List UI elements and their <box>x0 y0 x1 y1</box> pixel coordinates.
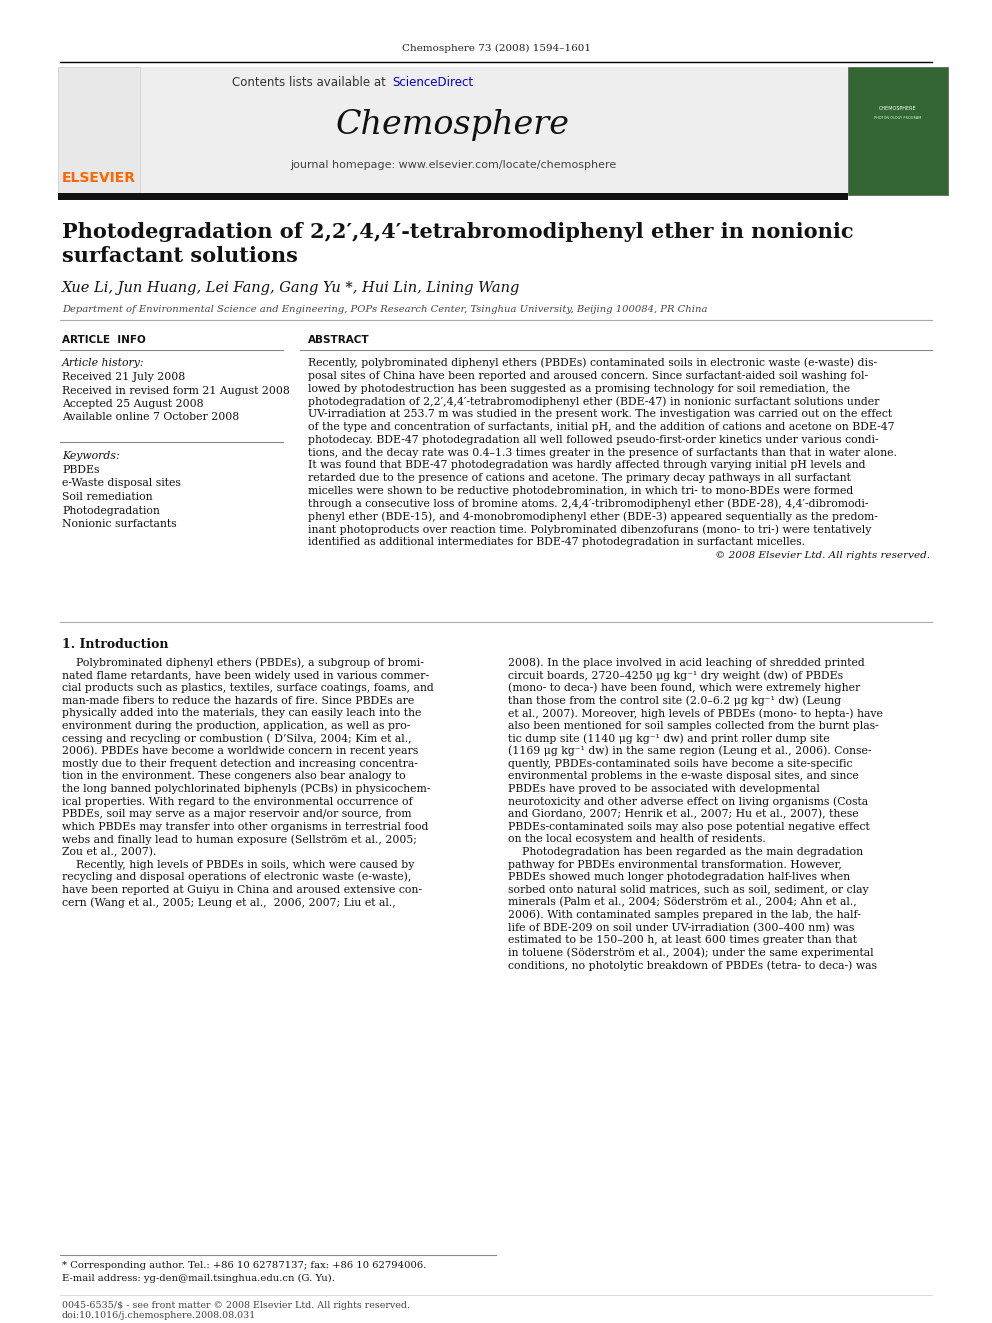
Text: Photodegradation has been regarded as the main degradation: Photodegradation has been regarded as th… <box>508 847 863 857</box>
Text: Soil remediation: Soil remediation <box>62 492 153 501</box>
Text: ABSTRACT: ABSTRACT <box>308 335 370 345</box>
Text: physically added into the materials, they can easily leach into the: physically added into the materials, the… <box>62 708 422 718</box>
Text: tion in the environment. These congeners also bear analogy to: tion in the environment. These congeners… <box>62 771 406 782</box>
Text: ical properties. With regard to the environmental occurrence of: ical properties. With regard to the envi… <box>62 796 413 807</box>
Text: PBDEs, soil may serve as a major reservoir and/or source, from: PBDEs, soil may serve as a major reservo… <box>62 810 412 819</box>
Text: Zou et al., 2007).: Zou et al., 2007). <box>62 847 157 857</box>
Text: e-Waste disposal sites: e-Waste disposal sites <box>62 479 181 488</box>
Text: in toluene (Söderström et al., 2004); under the same experimental: in toluene (Söderström et al., 2004); un… <box>508 947 874 958</box>
Text: (mono- to deca-) have been found, which were extremely higher: (mono- to deca-) have been found, which … <box>508 683 860 693</box>
Text: on the local ecosystem and health of residents.: on the local ecosystem and health of res… <box>508 835 766 844</box>
Text: and Giordano, 2007; Henrik et al., 2007; Hu et al., 2007), these: and Giordano, 2007; Henrik et al., 2007;… <box>508 810 859 819</box>
Text: © 2008 Elsevier Ltd. All rights reserved.: © 2008 Elsevier Ltd. All rights reserved… <box>715 550 930 560</box>
Bar <box>58 67 140 194</box>
Text: Received in revised form 21 August 2008: Received in revised form 21 August 2008 <box>62 385 290 396</box>
Text: Xue Li, Jun Huang, Lei Fang, Gang Yu *, Hui Lin, Lining Wang: Xue Li, Jun Huang, Lei Fang, Gang Yu *, … <box>62 280 521 295</box>
Text: PBDEs: PBDEs <box>62 464 99 475</box>
Text: identified as additional intermediates for BDE-47 photodegradation in surfactant: identified as additional intermediates f… <box>308 537 805 548</box>
Text: lowed by photodestruction has been suggested as a promising technology for soil : lowed by photodestruction has been sugge… <box>308 384 850 394</box>
Text: doi:10.1016/j.chemosphere.2008.08.031: doi:10.1016/j.chemosphere.2008.08.031 <box>62 1311 256 1320</box>
Text: circuit boards, 2720–4250 μg kg⁻¹ dry weight (dw) of PBDEs: circuit boards, 2720–4250 μg kg⁻¹ dry we… <box>508 671 843 681</box>
Text: inant photoproducts over reaction time. Polybrominated dibenzofurans (mono- to t: inant photoproducts over reaction time. … <box>308 524 871 534</box>
Bar <box>58 193 848 200</box>
Text: Available online 7 October 2008: Available online 7 October 2008 <box>62 413 239 422</box>
Text: man-made fibers to reduce the hazards of fire. Since PBDEs are: man-made fibers to reduce the hazards of… <box>62 696 415 705</box>
Bar <box>58 67 848 194</box>
Text: 2006). With contaminated samples prepared in the lab, the half-: 2006). With contaminated samples prepare… <box>508 910 861 921</box>
Text: CHEMOSPHERE: CHEMOSPHERE <box>879 106 917 111</box>
Text: 2008). In the place involved in acid leaching of shredded printed: 2008). In the place involved in acid lea… <box>508 658 865 668</box>
Text: also been mentioned for soil samples collected from the burnt plas-: also been mentioned for soil samples col… <box>508 721 879 732</box>
Text: Recently, polybrominated diphenyl ethers (PBDEs) contaminated soils in electroni: Recently, polybrominated diphenyl ethers… <box>308 357 877 368</box>
Text: et al., 2007). Moreover, high levels of PBDEs (mono- to hepta-) have: et al., 2007). Moreover, high levels of … <box>508 708 883 718</box>
Text: posal sites of China have been reported and aroused concern. Since surfactant-ai: posal sites of China have been reported … <box>308 370 868 381</box>
Text: minerals (Palm et al., 2004; Söderström et al., 2004; Ahn et al.,: minerals (Palm et al., 2004; Söderström … <box>508 897 857 908</box>
Text: 2006). PBDEs have become a worldwide concern in recent years: 2006). PBDEs have become a worldwide con… <box>62 746 419 757</box>
Text: nated flame retardants, have been widely used in various commer-: nated flame retardants, have been widely… <box>62 671 429 680</box>
Text: tions, and the decay rate was 0.4–1.3 times greater in the presence of surfactan: tions, and the decay rate was 0.4–1.3 ti… <box>308 447 897 458</box>
Text: the long banned polychlorinated biphenyls (PCBs) in physicochem-: the long banned polychlorinated biphenyl… <box>62 783 431 794</box>
Text: cessing and recycling or combustion ( D’Silva, 2004; Kim et al.,: cessing and recycling or combustion ( D’… <box>62 733 412 744</box>
Text: Nonionic surfactants: Nonionic surfactants <box>62 519 177 529</box>
Text: sorbed onto natural solid matrices, such as soil, sediment, or clay: sorbed onto natural solid matrices, such… <box>508 885 869 894</box>
Text: Article history:: Article history: <box>62 359 145 368</box>
Text: photodegradation of 2,2′,4,4′-tetrabromodiphenyl ether (BDE-47) in nonionic surf: photodegradation of 2,2′,4,4′-tetrabromo… <box>308 396 879 406</box>
Text: life of BDE-209 on soil under UV-irradiation (300–400 nm) was: life of BDE-209 on soil under UV-irradia… <box>508 922 854 933</box>
Text: which PBDEs may transfer into other organisms in terrestrial food: which PBDEs may transfer into other orga… <box>62 822 429 832</box>
Text: than those from the control site (2.0–6.2 μg kg⁻¹ dw) (Leung: than those from the control site (2.0–6.… <box>508 696 841 706</box>
Text: Chemosphere: Chemosphere <box>336 108 570 142</box>
Text: Photodegradation of 2,2′,4,4′-tetrabromodiphenyl ether in nonionic: Photodegradation of 2,2′,4,4′-tetrabromo… <box>62 222 854 242</box>
Text: quently, PBDEs-contaminated soils have become a site-specific: quently, PBDEs-contaminated soils have b… <box>508 759 852 769</box>
Text: Department of Environmental Science and Engineering, POPs Research Center, Tsing: Department of Environmental Science and … <box>62 306 707 315</box>
Text: * Corresponding author. Tel.: +86 10 62787137; fax: +86 10 62794006.: * Corresponding author. Tel.: +86 10 627… <box>62 1261 427 1270</box>
Text: tic dump site (1140 μg kg⁻¹ dw) and print roller dump site: tic dump site (1140 μg kg⁻¹ dw) and prin… <box>508 733 829 744</box>
Text: 1. Introduction: 1. Introduction <box>62 639 169 651</box>
Text: Photodegradation: Photodegradation <box>62 505 160 516</box>
Text: webs and finally lead to human exposure (Sellström et al., 2005;: webs and finally lead to human exposure … <box>62 833 417 844</box>
Text: PHOTON OLOGY PROGRAM: PHOTON OLOGY PROGRAM <box>874 116 922 120</box>
Text: micelles were shown to be reductive photodebromination, in which tri- to mono-BD: micelles were shown to be reductive phot… <box>308 486 853 496</box>
Text: estimated to be 150–200 h, at least 600 times greater than that: estimated to be 150–200 h, at least 600 … <box>508 935 857 945</box>
Text: photodecay. BDE-47 photodegradation all well followed pseudo-first-order kinetic: photodecay. BDE-47 photodegradation all … <box>308 435 879 445</box>
Text: retarded due to the presence of cations and acetone. The primary decay pathways : retarded due to the presence of cations … <box>308 474 851 483</box>
Bar <box>848 67 948 194</box>
Text: PBDEs-contaminated soils may also pose potential negative effect: PBDEs-contaminated soils may also pose p… <box>508 822 870 832</box>
Text: PBDEs have proved to be associated with developmental: PBDEs have proved to be associated with … <box>508 785 819 794</box>
Text: neurotoxicity and other adverse effect on living organisms (Costa: neurotoxicity and other adverse effect o… <box>508 796 868 807</box>
Text: recycling and disposal operations of electronic waste (e-waste),: recycling and disposal operations of ele… <box>62 872 412 882</box>
Text: have been reported at Guiyu in China and aroused extensive con-: have been reported at Guiyu in China and… <box>62 885 422 894</box>
Text: Contents lists available at: Contents lists available at <box>232 77 390 90</box>
Text: It was found that BDE-47 photodegradation was hardly affected through varying in: It was found that BDE-47 photodegradatio… <box>308 460 865 471</box>
Text: Recently, high levels of PBDEs in soils, which were caused by: Recently, high levels of PBDEs in soils,… <box>62 860 415 869</box>
Text: Accepted 25 August 2008: Accepted 25 August 2008 <box>62 400 203 409</box>
Text: Polybrominated diphenyl ethers (PBDEs), a subgroup of bromi-: Polybrominated diphenyl ethers (PBDEs), … <box>62 658 424 668</box>
Text: pathway for PBDEs environmental transformation. However,: pathway for PBDEs environmental transfor… <box>508 860 842 869</box>
Text: environmental problems in the e-waste disposal sites, and since: environmental problems in the e-waste di… <box>508 771 859 782</box>
Text: mostly due to their frequent detection and increasing concentra-: mostly due to their frequent detection a… <box>62 759 418 769</box>
Text: UV-irradiation at 253.7 m was studied in the present work. The investigation was: UV-irradiation at 253.7 m was studied in… <box>308 409 892 419</box>
Text: (1169 μg kg⁻¹ dw) in the same region (Leung et al., 2006). Conse-: (1169 μg kg⁻¹ dw) in the same region (Le… <box>508 746 872 757</box>
Text: Received 21 July 2008: Received 21 July 2008 <box>62 372 186 382</box>
Text: ScienceDirect: ScienceDirect <box>392 77 473 90</box>
Text: of the type and concentration of surfactants, initial pH, and the addition of ca: of the type and concentration of surfact… <box>308 422 895 433</box>
Text: journal homepage: www.elsevier.com/locate/chemosphere: journal homepage: www.elsevier.com/locat… <box>290 160 616 169</box>
Text: surfactant solutions: surfactant solutions <box>62 246 298 266</box>
Text: through a consecutive loss of bromine atoms. 2,4,4′-tribromodiphenyl ether (BDE-: through a consecutive loss of bromine at… <box>308 499 869 509</box>
Text: cern (Wang et al., 2005; Leung et al.,  2006, 2007; Liu et al.,: cern (Wang et al., 2005; Leung et al., 2… <box>62 897 396 908</box>
Text: phenyl ether (BDE-15), and 4-monobromodiphenyl ether (BDE-3) appeared sequential: phenyl ether (BDE-15), and 4-monobromodi… <box>308 511 878 521</box>
Text: PBDEs showed much longer photodegradation half-lives when: PBDEs showed much longer photodegradatio… <box>508 872 850 882</box>
Text: ELSEVIER: ELSEVIER <box>62 171 136 185</box>
Text: ARTICLE  INFO: ARTICLE INFO <box>62 335 146 345</box>
Text: Chemosphere 73 (2008) 1594–1601: Chemosphere 73 (2008) 1594–1601 <box>402 44 590 53</box>
Text: cial products such as plastics, textiles, surface coatings, foams, and: cial products such as plastics, textiles… <box>62 683 434 693</box>
Text: 0045-6535/$ - see front matter © 2008 Elsevier Ltd. All rights reserved.: 0045-6535/$ - see front matter © 2008 El… <box>62 1301 410 1310</box>
Text: E-mail address: yg-den@mail.tsinghua.edu.cn (G. Yu).: E-mail address: yg-den@mail.tsinghua.edu… <box>62 1274 335 1282</box>
Text: environment during the production, application, as well as pro-: environment during the production, appli… <box>62 721 411 732</box>
Text: Keywords:: Keywords: <box>62 451 120 460</box>
Text: conditions, no photolytic breakdown of PBDEs (tetra- to deca-) was: conditions, no photolytic breakdown of P… <box>508 960 877 971</box>
